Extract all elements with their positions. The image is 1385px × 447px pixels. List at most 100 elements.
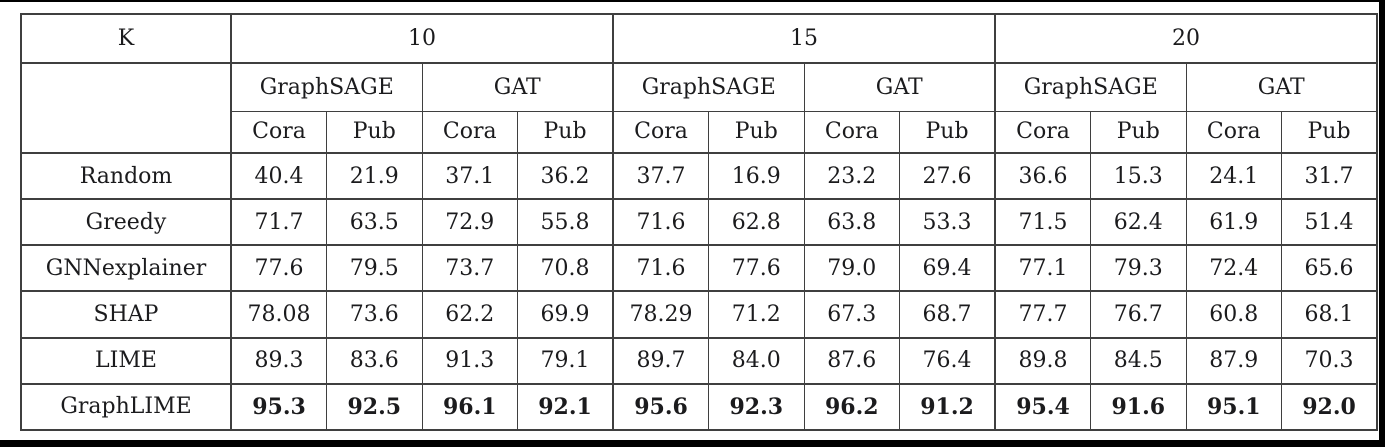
value-cell: 77.7: [994, 290, 1091, 339]
value-cell: 71.6: [612, 244, 709, 293]
method-label: LIME: [20, 336, 232, 385]
k-group-10: 10: [230, 13, 614, 64]
dataset-label: Cora: [1185, 110, 1282, 154]
value-cell: 23.2: [803, 151, 900, 201]
results-tbody: Random 40.4 21.9 37.1 36.2 37.7 16.9 23.2 27.6 36…: [20, 151, 1378, 432]
page-edge-bottom: [0, 440, 1385, 447]
value-cell: 72.4: [1185, 244, 1282, 293]
value-cell: 76.7: [1090, 290, 1187, 339]
page-edge-right: [1379, 0, 1385, 447]
value-cell: 27.6: [899, 151, 996, 201]
value-cell: 36.6: [994, 151, 1091, 201]
value-cell: 69.9: [517, 290, 614, 339]
value-cell: 96.1: [421, 382, 518, 432]
value-cell: 89.8: [994, 336, 1091, 385]
value-cell: 79.0: [803, 244, 900, 293]
value-cell: 92.3: [708, 382, 805, 432]
value-cell: 62.8: [708, 198, 805, 247]
value-cell: 95.4: [994, 382, 1091, 432]
table-row: Random 40.4 21.9 37.1 36.2 37.7 16.9 23.2 27.6 36…: [20, 151, 1378, 201]
value-cell: 78.29: [612, 290, 709, 339]
method-label: GNNexplainer: [20, 244, 232, 293]
value-cell: 37.7: [612, 151, 709, 201]
value-cell: 55.8: [517, 198, 614, 247]
value-cell: 95.3: [230, 382, 327, 432]
value-cell: 69.4: [899, 244, 996, 293]
model-graphsage-20: GraphSAGE: [994, 62, 1187, 112]
dataset-label: Pub: [326, 110, 423, 154]
value-cell: 65.6: [1281, 244, 1378, 293]
value-cell: 71.5: [994, 198, 1091, 247]
method-label: Greedy: [20, 198, 232, 247]
dataset-label: Cora: [994, 110, 1091, 154]
value-cell: 92.1: [517, 382, 614, 432]
method-label: GraphLIME: [20, 382, 232, 432]
model-gat-15: GAT: [803, 62, 996, 112]
value-cell: 79.3: [1090, 244, 1187, 293]
dataset-label: Pub: [708, 110, 805, 154]
value-cell: 95.1: [1185, 382, 1282, 432]
table-row: Greedy 71.7 63.5 72.9 55.8 71.6 62.8 63.8 53.3 71…: [20, 198, 1378, 247]
value-cell: 40.4: [230, 151, 327, 201]
page-edge-top: [0, 0, 1385, 2]
value-cell: 63.8: [803, 198, 900, 247]
value-cell: 84.0: [708, 336, 805, 385]
value-cell: 95.6: [612, 382, 709, 432]
value-cell: 79.1: [517, 336, 614, 385]
value-cell: 91.6: [1090, 382, 1187, 432]
dataset-label: Pub: [517, 110, 614, 154]
model-graphsage-10: GraphSAGE: [230, 62, 423, 112]
value-cell: 92.0: [1281, 382, 1378, 432]
value-cell: 68.7: [899, 290, 996, 339]
table-row: GraphLIME 95.3 92.5 96.1 92.1 95.6 92.3 96.2 91.…: [20, 382, 1378, 432]
value-cell: 61.9: [1185, 198, 1282, 247]
value-cell: 21.9: [326, 151, 423, 201]
value-cell: 51.4: [1281, 198, 1378, 247]
value-cell: 70.8: [517, 244, 614, 293]
value-cell: 31.7: [1281, 151, 1378, 201]
value-cell: 24.1: [1185, 151, 1282, 201]
dataset-label: Cora: [230, 110, 327, 154]
corner-label-k: K: [20, 13, 232, 64]
table-row: SHAP 78.08 73.6 62.2 69.9 78.29 71.2 67.3 68.7 77…: [20, 290, 1378, 339]
dataset-label: Pub: [899, 110, 996, 154]
empty-method-header: [20, 62, 232, 154]
value-cell: 37.1: [421, 151, 518, 201]
value-cell: 96.2: [803, 382, 900, 432]
value-cell: 68.1: [1281, 290, 1378, 339]
table-row: LIME 89.3 83.6 91.3 79.1 89.7 84.0 87.6 76.4 89.8…: [20, 336, 1378, 385]
dataset-label: Cora: [612, 110, 709, 154]
value-cell: 53.3: [899, 198, 996, 247]
value-cell: 71.7: [230, 198, 327, 247]
value-cell: 62.2: [421, 290, 518, 339]
value-cell: 87.9: [1185, 336, 1282, 385]
table-row: GNNexplainer 77.6 79.5 73.7 70.8 71.6 77.6 79.0…: [20, 244, 1378, 293]
value-cell: 78.08: [230, 290, 327, 339]
value-cell: 72.9: [421, 198, 518, 247]
value-cell: 36.2: [517, 151, 614, 201]
model-header-row: GraphSAGE GAT GraphSAGE GAT GraphSAGE GA…: [20, 62, 1378, 154]
value-cell: 87.6: [803, 336, 900, 385]
value-cell: 83.6: [326, 336, 423, 385]
value-cell: 89.3: [230, 336, 327, 385]
value-cell: 73.7: [421, 244, 518, 293]
k-group-20: 20: [994, 13, 1378, 64]
value-cell: 92.5: [326, 382, 423, 432]
value-cell: 84.5: [1090, 336, 1187, 385]
value-cell: 79.5: [326, 244, 423, 293]
k-group-15: 15: [612, 13, 996, 64]
results-table: K 10 15 20 GraphSAGE GAT GraphSAGE GAT G…: [20, 13, 1378, 432]
method-label: SHAP: [20, 290, 232, 339]
value-cell: 60.8: [1185, 290, 1282, 339]
model-graphsage-15: GraphSAGE: [612, 62, 805, 112]
value-cell: 91.2: [899, 382, 996, 432]
method-label: Random: [20, 151, 232, 201]
value-cell: 71.6: [612, 198, 709, 247]
value-cell: 77.1: [994, 244, 1091, 293]
value-cell: 16.9: [708, 151, 805, 201]
dataset-label: Pub: [1281, 110, 1378, 154]
dataset-header-row: Cora Pub Cora Pub Cora Pub Cora Pub Cora…: [21, 110, 1378, 154]
value-cell: 76.4: [899, 336, 996, 385]
value-cell: 71.2: [708, 290, 805, 339]
